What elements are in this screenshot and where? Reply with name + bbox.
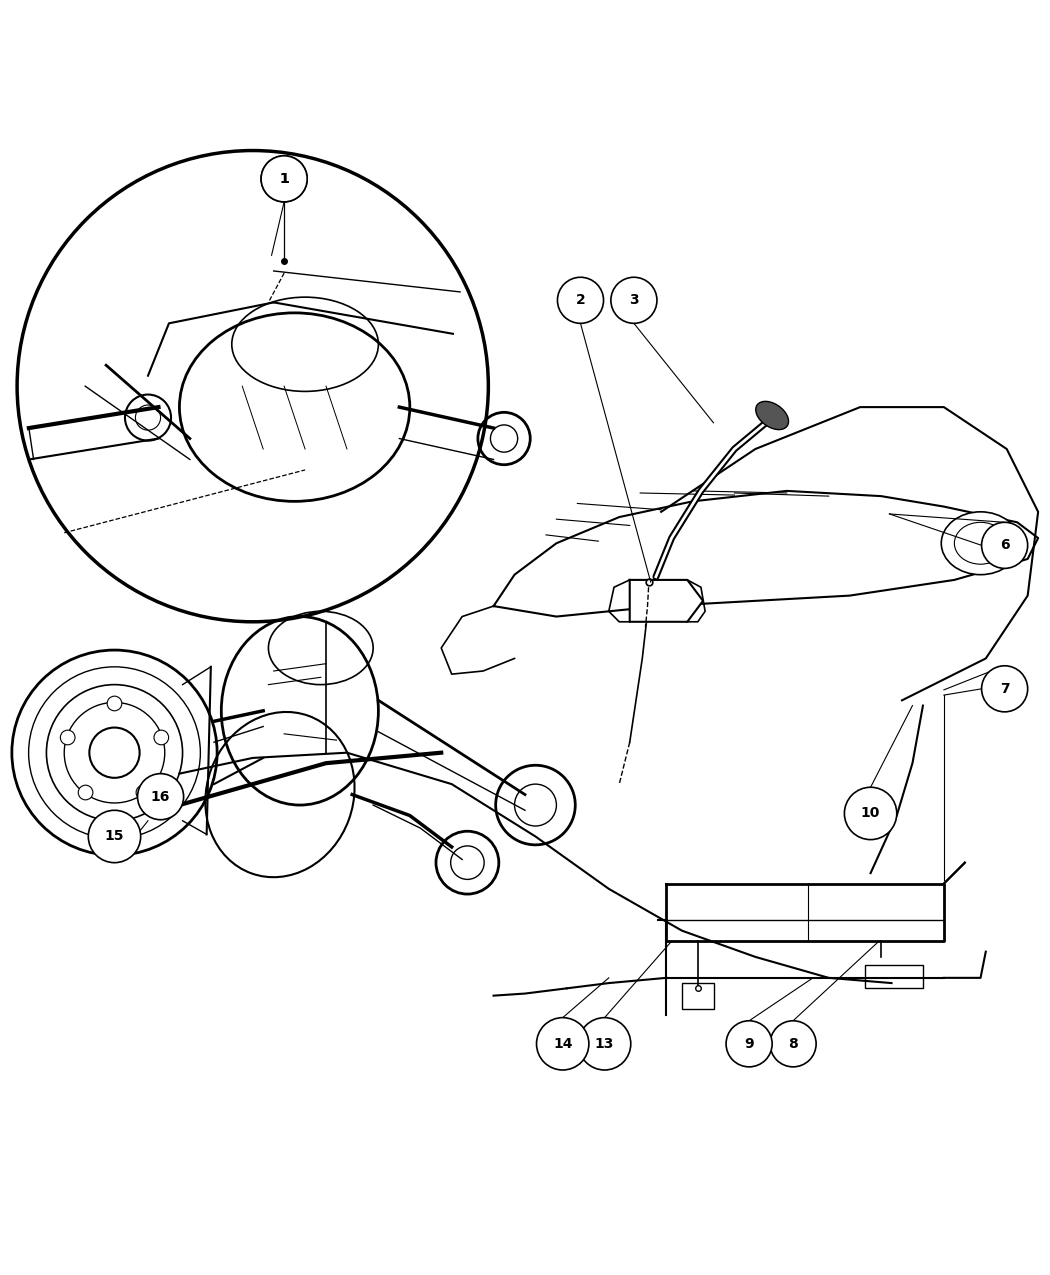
- Circle shape: [60, 731, 75, 745]
- Circle shape: [17, 150, 488, 622]
- Text: 10: 10: [861, 806, 880, 820]
- Circle shape: [261, 156, 308, 201]
- Bar: [682, 983, 714, 1010]
- Ellipse shape: [941, 511, 1020, 575]
- Circle shape: [982, 523, 1028, 569]
- Polygon shape: [630, 580, 704, 622]
- Text: 2: 2: [575, 293, 586, 307]
- Text: 7: 7: [1000, 682, 1009, 696]
- Circle shape: [261, 156, 308, 201]
- Circle shape: [611, 277, 657, 324]
- Circle shape: [982, 666, 1028, 711]
- Circle shape: [107, 696, 122, 710]
- Text: 9: 9: [744, 1037, 754, 1051]
- Text: 1: 1: [279, 172, 289, 186]
- Circle shape: [138, 774, 184, 820]
- Circle shape: [726, 1021, 772, 1067]
- Circle shape: [136, 785, 151, 799]
- Text: 3: 3: [629, 293, 638, 307]
- Circle shape: [558, 277, 604, 324]
- Circle shape: [88, 811, 141, 863]
- Text: 8: 8: [789, 1037, 798, 1051]
- Text: 1: 1: [279, 172, 289, 186]
- Text: 16: 16: [151, 789, 170, 803]
- Text: 15: 15: [105, 830, 124, 844]
- Ellipse shape: [756, 402, 789, 430]
- Text: 14: 14: [553, 1037, 572, 1051]
- Circle shape: [844, 787, 897, 840]
- Circle shape: [79, 785, 92, 799]
- Text: 13: 13: [595, 1037, 614, 1051]
- Circle shape: [154, 731, 169, 745]
- Polygon shape: [494, 491, 1038, 617]
- Bar: [865, 965, 923, 988]
- Circle shape: [579, 1017, 631, 1070]
- Text: 6: 6: [1000, 538, 1009, 552]
- Circle shape: [537, 1017, 589, 1070]
- Circle shape: [770, 1021, 816, 1067]
